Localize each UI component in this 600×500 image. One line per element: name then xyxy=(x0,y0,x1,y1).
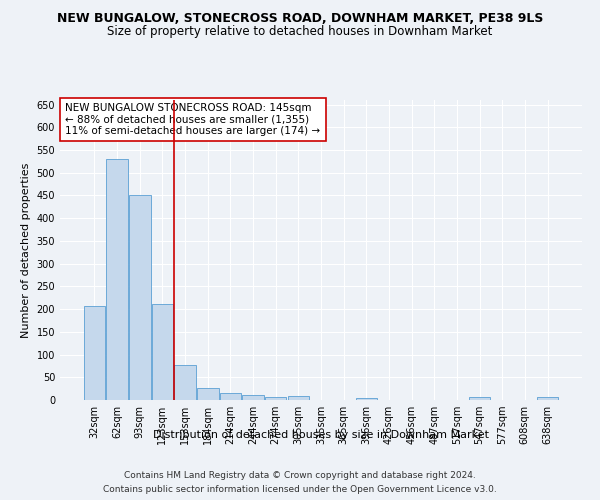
Bar xyxy=(175,365,196,400)
Bar xyxy=(242,394,264,400)
Bar xyxy=(356,398,377,400)
Text: NEW BUNGALOW, STONECROSS ROAD, DOWNHAM MARKET, PE38 9LS: NEW BUNGALOW, STONECROSS ROAD, DOWNHAM M… xyxy=(57,12,543,26)
Bar xyxy=(287,396,309,400)
Bar xyxy=(537,398,558,400)
Bar xyxy=(84,306,105,400)
Bar xyxy=(265,397,286,400)
Text: Contains HM Land Registry data © Crown copyright and database right 2024.: Contains HM Land Registry data © Crown c… xyxy=(124,472,476,480)
Bar xyxy=(106,159,128,400)
Text: Contains public sector information licensed under the Open Government Licence v3: Contains public sector information licen… xyxy=(103,484,497,494)
Bar xyxy=(152,304,173,400)
Text: NEW BUNGALOW STONECROSS ROAD: 145sqm
← 88% of detached houses are smaller (1,355: NEW BUNGALOW STONECROSS ROAD: 145sqm ← 8… xyxy=(65,103,320,136)
Bar xyxy=(197,388,218,400)
Bar xyxy=(129,196,151,400)
Text: Distribution of detached houses by size in Downham Market: Distribution of detached houses by size … xyxy=(153,430,489,440)
Bar xyxy=(220,393,241,400)
Y-axis label: Number of detached properties: Number of detached properties xyxy=(21,162,31,338)
Text: Size of property relative to detached houses in Downham Market: Size of property relative to detached ho… xyxy=(107,25,493,38)
Bar xyxy=(469,398,490,400)
